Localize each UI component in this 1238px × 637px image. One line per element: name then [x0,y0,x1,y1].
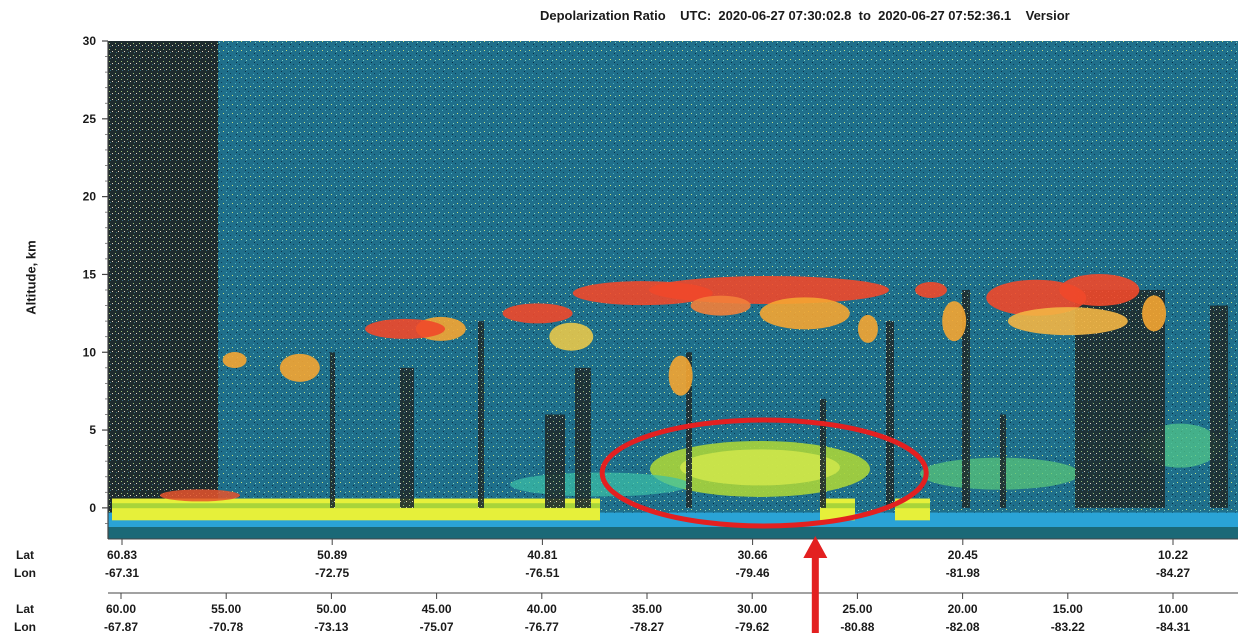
heatmap-cirrus [668,355,693,396]
lower-track-lon: -70.78 [209,620,243,634]
lower-track-lat: 60.00 [106,602,136,616]
heatmap-cloud-column [1210,305,1228,508]
heatmap-cirrus [572,281,713,306]
upper-track-lat: 40.81 [527,548,557,562]
lower-track-lon: -83.22 [1051,620,1085,634]
lower-track-lon: -75.07 [420,620,454,634]
lower-track-lat: 40.00 [527,602,557,616]
lower-lat-row-label: Lat [16,602,34,616]
heatmap-smoke-layer [160,489,240,502]
lower-track-lon: -80.88 [840,620,874,634]
heatmap-cirrus [1059,274,1140,306]
lower-track-lat: 15.00 [1053,602,1083,616]
y-tick-label: 30 [83,34,97,48]
lower-track-lon: -73.13 [314,620,348,634]
track-labels: Lat Lon 60.83 -67.31 50.89 -72.75 40.81 -76.51 3… [14,538,1238,634]
upper-track-lat: 20.45 [948,548,978,562]
plot-area [108,41,1238,539]
upper-lon-row-label: Lon [14,566,36,580]
heatmap-cloud-column [330,352,335,508]
lower-track-lat: 35.00 [632,602,662,616]
lower-lon-row-label: Lon [14,620,36,634]
heatmap-cirrus [502,303,573,324]
lower-track-lon: -76.77 [525,620,559,634]
heatmap-cloud-column [478,321,484,508]
highlight-ellipse [599,417,929,529]
heatmap-cirrus [222,352,247,369]
heatmap-aerosol-core [680,449,840,486]
heatmap-cirrus [759,297,850,330]
heatmap-cloud-column [886,321,894,508]
heatmap-cloud-column [1000,414,1006,508]
heatmap-cloud-column [400,367,414,508]
heatmap-cirrus [1007,307,1128,336]
lower-track-lon: -67.87 [104,620,138,634]
heatmap-cloud-column [820,398,826,508]
heatmap-surface-edge [820,503,855,509]
upper-track-lat: 60.83 [107,548,137,562]
heatmap-surface-edge [895,503,930,509]
lower-track-lat: 20.00 [948,602,978,616]
upper-track-lon: -84.27 [1156,566,1190,580]
upper-lat-row-label: Lat [16,548,34,562]
heatmap-cloud-column [686,352,692,508]
y-tick-label: 0 [89,501,96,515]
heatmap-surface-return [112,498,600,521]
upper-track-lon: -67.31 [105,566,139,580]
heatmap-cloud-column [575,367,591,508]
heatmap-cirrus [279,353,320,382]
heatmap-ground-noise [108,527,1238,539]
upper-track-lat: 30.66 [738,548,768,562]
lower-track-lat: 50.00 [316,602,346,616]
heatmap-cirrus [365,318,446,339]
heatmap-cirrus [857,314,878,343]
lower-track-lat: 25.00 [842,602,872,616]
heatmap-cirrus [1142,295,1167,332]
lower-track-lon: -84.31 [1156,620,1190,634]
upper-track-lat: 50.89 [317,548,347,562]
heatmap-cirrus [549,322,594,351]
lower-track-lon: -79.62 [735,620,769,634]
annotation-arrow-head [803,536,828,558]
upper-track-lon: -76.51 [525,566,559,580]
axes: 0 5 10 15 20 25 30 [83,34,109,539]
y-tick-label: 10 [83,345,97,359]
heatmap-cloud-column [962,290,970,508]
heatmap-cirrus [942,301,967,342]
lower-track-lat: 45.00 [422,602,452,616]
lower-track-lat: 55.00 [211,602,241,616]
chart-title: Depolarization Ratio UTC: 2020-06-27 07:… [540,8,1070,23]
lower-track-lon: -82.08 [946,620,980,634]
lower-track-lon: -78.27 [630,620,664,634]
annotations [599,417,929,633]
lower-track-lat: 10.00 [1158,602,1188,616]
heatmap-noisy-region [108,41,218,539]
upper-track-lon: -79.46 [736,566,770,580]
y-tick-label: 25 [83,112,97,126]
upper-track-lon: -81.98 [946,566,980,580]
heatmap-cirrus [690,295,751,316]
y-tick-label: 5 [89,423,96,437]
y-tick-label: 20 [83,190,97,204]
heatmap-cloud-column [545,414,565,508]
lower-track-lat: 30.00 [737,602,767,616]
upper-track-lon: -72.75 [315,566,349,580]
upper-track-lat: 10.22 [1158,548,1188,562]
y-tick-label: 15 [83,267,97,281]
heatmap-cirrus [915,282,948,298]
heatmap-surface-edge [112,503,600,509]
